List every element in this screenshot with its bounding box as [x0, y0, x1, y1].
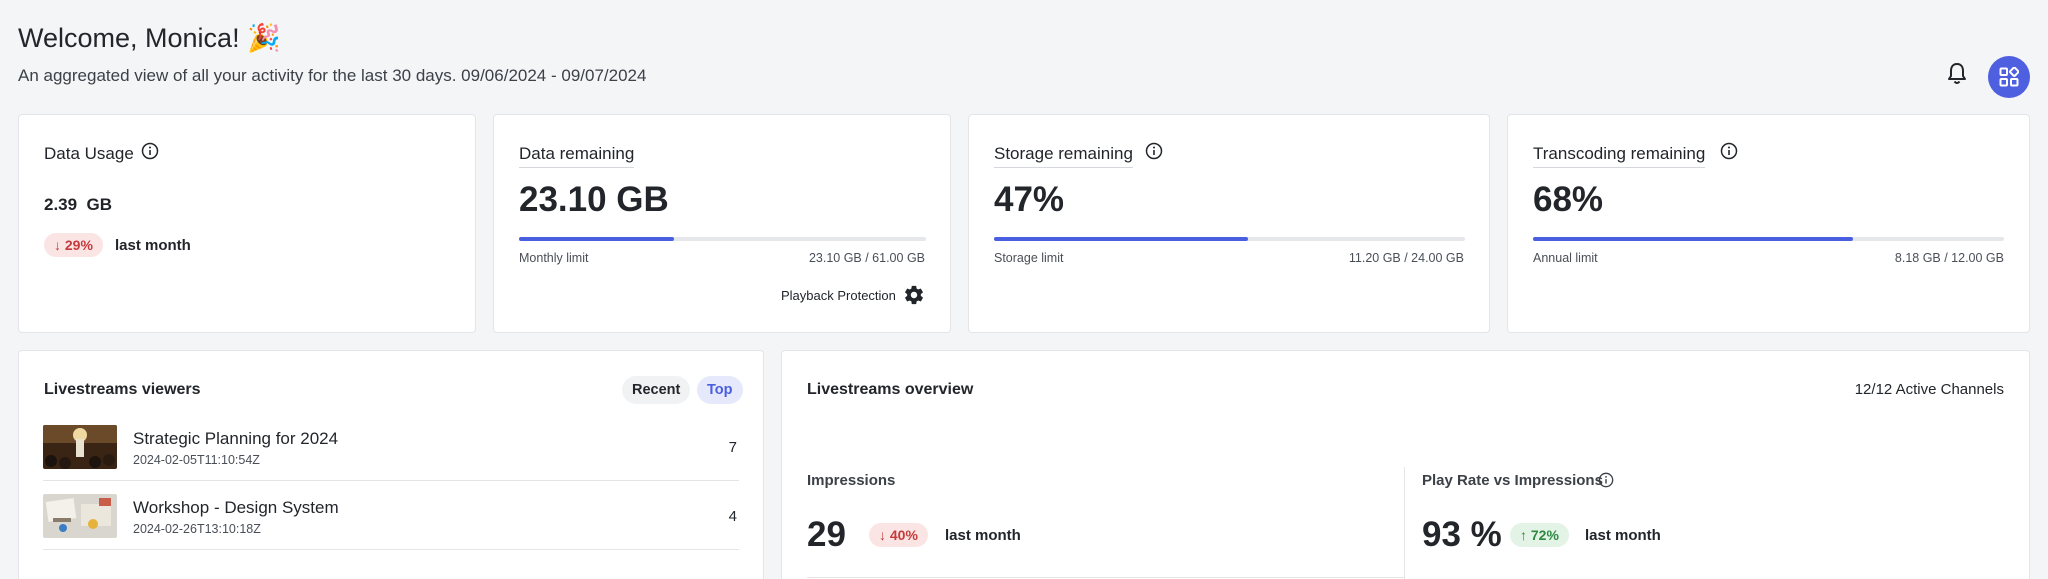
livestreams-viewers-card: Livestreams viewers Recent Top Strategic…: [18, 350, 764, 579]
active-channels-count: 12/12 Active Channels: [1854, 381, 2004, 398]
apps-menu-button[interactable]: [1988, 56, 2030, 98]
viewer-count: 7: [728, 439, 737, 456]
impressions-change-caption: last month: [945, 527, 1021, 544]
transcoding-remaining-value: 68%: [1533, 180, 1604, 219]
data-remaining-value: 23.10 GB: [519, 180, 669, 219]
play-rate-label: Play Rate vs Impressions: [1422, 472, 1603, 489]
overview-bottom-divider: [807, 577, 1404, 578]
livestream-date: 2024-02-26T13:10:18Z: [133, 522, 261, 536]
page-title: Welcome, Monica! 🎉: [18, 23, 281, 53]
data-remaining-card: Data remaining 23.10 GB Monthly limit 23…: [493, 114, 951, 333]
storage-remaining-card: Storage remaining 47% Storage limit 11.2…: [968, 114, 1490, 333]
data-remaining-label: Data remaining: [519, 144, 635, 168]
play-rate-change-caption: last month: [1585, 527, 1661, 544]
data-usage-label: Data Usage: [44, 144, 134, 163]
info-icon[interactable]: [1598, 472, 1614, 488]
livestreams-overview-title: Livestreams overview: [807, 381, 974, 398]
storage-limit-label: Storage limit: [994, 251, 1064, 265]
livestream-thumbnail: [43, 425, 117, 469]
data-usage-change-badge: ↓ 29%: [44, 233, 103, 257]
transcoding-remaining-card: Transcoding remaining 68% Annual limit 8…: [1507, 114, 2030, 333]
transcoding-remaining-progress-bar: [1533, 237, 2004, 241]
info-icon[interactable]: [1145, 142, 1163, 160]
annual-limit-value: 8.18 GB / 12.00 GB: [1894, 251, 2004, 265]
play-rate-value: 93 %: [1422, 515, 1502, 554]
storage-remaining-progress-bar: [994, 237, 1465, 241]
data-remaining-limit-value: 23.10 GB / 61.00 GB: [808, 251, 925, 265]
notification-bell-icon[interactable]: [1946, 62, 1968, 86]
tab-top[interactable]: Top: [697, 376, 743, 404]
impressions-label: Impressions: [807, 472, 896, 489]
data-usage-card: Data Usage 2.39 GB ↓ 29% last month: [18, 114, 476, 333]
viewer-count: 4: [728, 508, 737, 525]
storage-limit-value: 11.20 GB / 24.00 GB: [1348, 251, 1464, 265]
data-remaining-progress-bar: [519, 237, 926, 241]
list-item[interactable]: Strategic Planning for 2024 2024-02-05T1…: [43, 413, 739, 481]
livestream-title[interactable]: Workshop - Design System: [133, 498, 339, 517]
impressions-value: 29: [807, 515, 846, 554]
info-icon[interactable]: [1720, 142, 1738, 160]
overview-divider: [1404, 467, 1405, 579]
livestream-date: 2024-02-05T11:10:54Z: [133, 453, 260, 467]
list-item[interactable]: Workshop - Design System 2024-02-26T13:1…: [43, 482, 739, 550]
livestreams-overview-card: Livestreams overview 12/12 Active Channe…: [781, 350, 2030, 579]
tab-recent[interactable]: Recent: [622, 376, 691, 404]
page-subtitle: An aggregated view of all your activity …: [18, 66, 647, 85]
livestream-thumbnail: [43, 494, 117, 538]
data-usage-value: 2.39 GB: [44, 195, 113, 214]
transcoding-remaining-label: Transcoding remaining: [1533, 144, 1706, 168]
livestreams-viewers-title: Livestreams viewers: [44, 381, 201, 398]
playback-protection-label[interactable]: Playback Protection: [781, 288, 896, 303]
data-remaining-progress-fill: [519, 237, 674, 241]
play-rate-change-badge: ↑ 72%: [1510, 523, 1569, 547]
apps-grid-icon: [1999, 67, 2019, 87]
annual-limit-label: Annual limit: [1533, 251, 1598, 265]
data-usage-change-caption: last month: [115, 237, 191, 254]
storage-remaining-value: 47%: [994, 180, 1065, 219]
gear-icon[interactable]: [903, 284, 925, 306]
impressions-change-badge: ↓ 40%: [869, 523, 928, 547]
storage-remaining-label: Storage remaining: [994, 144, 1133, 168]
storage-remaining-progress-fill: [994, 237, 1249, 241]
transcoding-remaining-progress-fill: [1533, 237, 1854, 241]
livestream-title[interactable]: Strategic Planning for 2024: [133, 429, 339, 448]
data-remaining-limit-label: Monthly limit: [519, 251, 589, 265]
info-icon[interactable]: [141, 142, 159, 160]
